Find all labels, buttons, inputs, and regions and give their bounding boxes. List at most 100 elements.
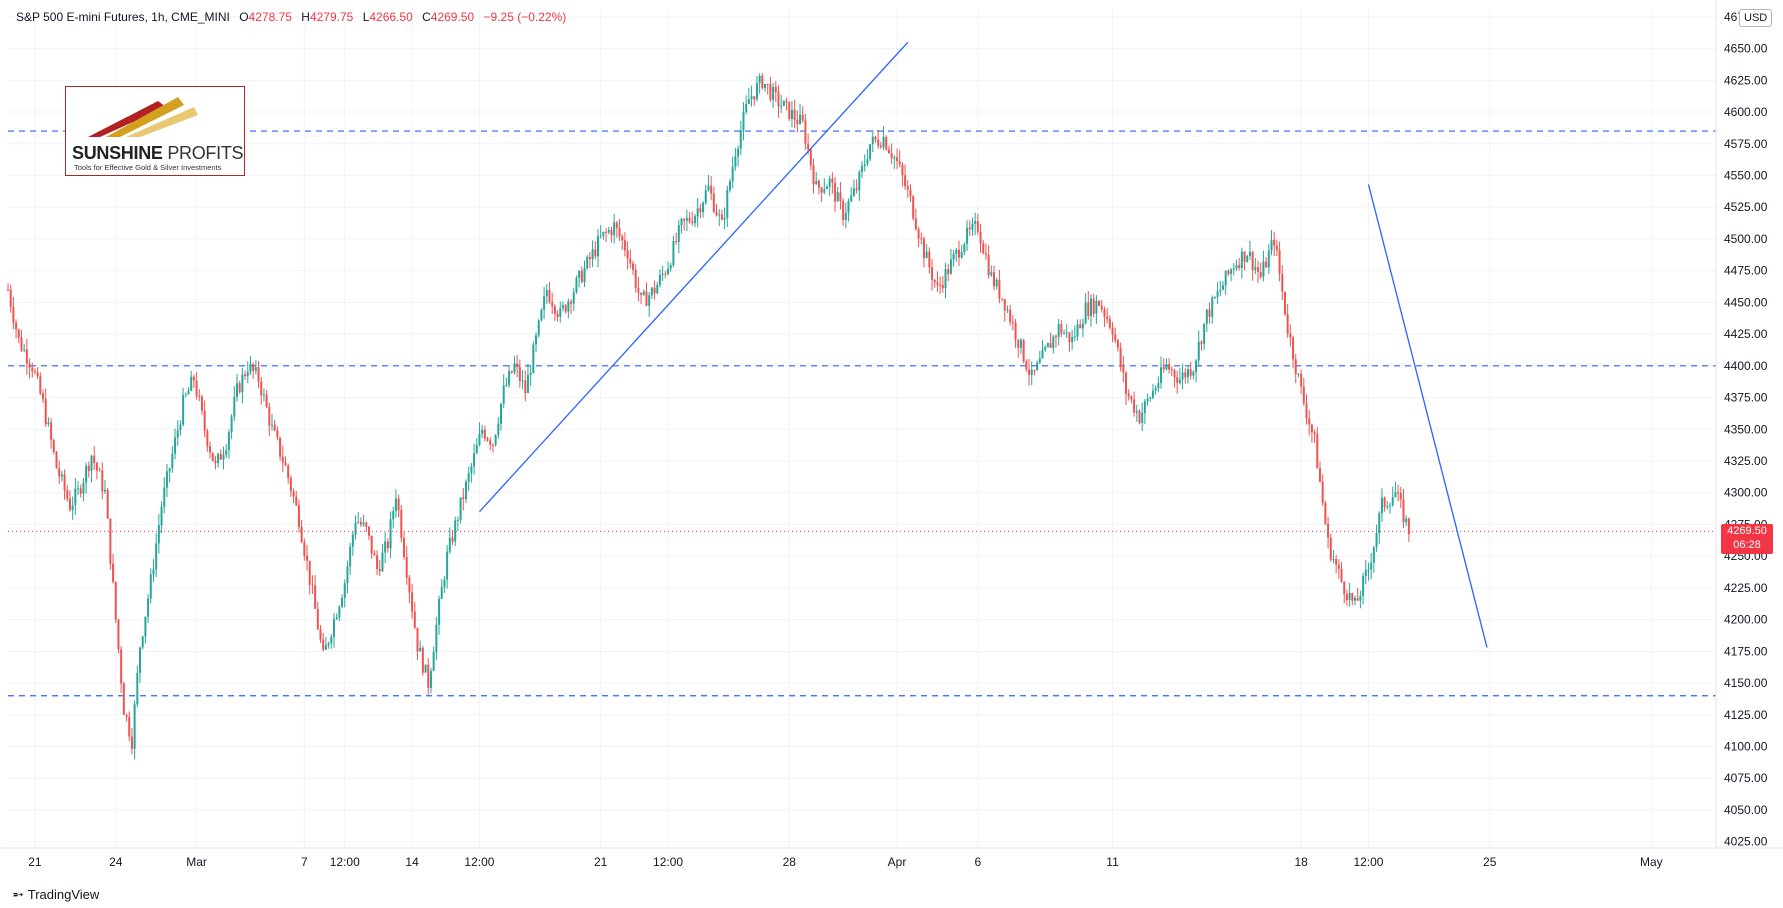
candle-body xyxy=(303,542,306,556)
candle-body xyxy=(47,422,50,425)
candle-body xyxy=(1308,418,1311,425)
candle-body xyxy=(160,506,163,526)
candle-body xyxy=(990,272,993,276)
candle-body xyxy=(9,289,12,307)
candle-body xyxy=(1057,324,1060,337)
candle-body xyxy=(906,186,909,190)
candle-body xyxy=(365,522,368,527)
candle-body xyxy=(187,390,190,395)
candle-body xyxy=(1310,424,1313,433)
candle-body xyxy=(147,598,150,617)
candle-body xyxy=(618,227,621,237)
candle-body xyxy=(796,119,799,124)
candle-body xyxy=(564,305,567,312)
candle-body xyxy=(710,185,713,194)
candle-body xyxy=(755,83,758,100)
candle-body xyxy=(268,407,271,426)
candle-body xyxy=(39,376,42,394)
candle-body xyxy=(1038,358,1041,363)
candle-body xyxy=(1383,497,1386,508)
candle-body xyxy=(7,289,9,291)
open-label: O xyxy=(239,10,249,24)
candle-body xyxy=(66,490,69,499)
candle-body xyxy=(362,522,365,525)
candle-body xyxy=(36,372,39,377)
candle-body xyxy=(322,639,325,650)
candle-body xyxy=(217,453,220,464)
candle-body xyxy=(381,552,384,572)
candle-body xyxy=(1397,492,1400,494)
candle-body xyxy=(354,522,357,535)
candle-body xyxy=(825,186,828,189)
candle-body xyxy=(702,202,705,213)
y-tick-label: 4525.00 xyxy=(1724,200,1768,214)
candle-body xyxy=(634,269,637,288)
candle-body xyxy=(152,569,155,575)
candle-body xyxy=(1160,367,1163,383)
y-tick-label: 4200.00 xyxy=(1724,613,1768,627)
candle-body xyxy=(1370,562,1373,570)
y-tick-label: 4075.00 xyxy=(1724,771,1768,785)
candle-body xyxy=(529,373,532,375)
candle-body xyxy=(1001,298,1004,300)
candle-body xyxy=(297,505,300,527)
high-label: H xyxy=(301,10,310,24)
candle-body xyxy=(712,193,715,212)
candle-body xyxy=(766,83,769,85)
candle-body xyxy=(567,301,570,312)
candle-body xyxy=(559,307,562,317)
candle-body xyxy=(1173,370,1176,378)
candle-body xyxy=(782,100,785,106)
logo-name: SUNSHINE PROFITS xyxy=(72,143,244,164)
y-tick-label: 4625.00 xyxy=(1724,73,1768,87)
candle-body xyxy=(1292,337,1295,360)
candle-body xyxy=(31,367,34,372)
x-tick-label: 14 xyxy=(405,855,419,869)
y-tick-label: 4100.00 xyxy=(1724,739,1768,753)
candle-body xyxy=(136,672,139,705)
candle-body xyxy=(1036,362,1039,370)
candle-body xyxy=(311,584,314,586)
candle-body xyxy=(230,416,233,433)
candle-body xyxy=(728,181,731,191)
candle-body xyxy=(933,279,936,283)
candle-body xyxy=(60,474,63,477)
candle-body xyxy=(944,269,947,289)
candle-body xyxy=(429,670,432,688)
candle-body xyxy=(1402,499,1405,523)
candle-body xyxy=(1391,497,1394,506)
change-value: −9.25 (−0.22%) xyxy=(483,10,567,24)
candle-body xyxy=(941,284,944,289)
candle-body xyxy=(764,83,767,88)
candle-body xyxy=(737,148,740,157)
candle-body xyxy=(1224,270,1227,286)
candle-body xyxy=(1111,327,1114,335)
currency-button[interactable]: USD xyxy=(1739,9,1773,27)
candle-body xyxy=(1337,564,1340,569)
candle-body xyxy=(82,482,85,494)
candle-body xyxy=(599,235,602,237)
candle-body xyxy=(658,274,661,285)
candle-body xyxy=(758,75,761,84)
candle-body xyxy=(1076,324,1079,337)
candle-body xyxy=(68,498,71,511)
candle-body xyxy=(648,295,651,306)
candle-body xyxy=(1006,309,1009,311)
candle-body xyxy=(1073,336,1076,338)
candle-body xyxy=(1138,411,1141,423)
candle-body xyxy=(1230,269,1233,274)
candle-body xyxy=(526,374,529,394)
tradingview-brand[interactable]: ➵ TradingView xyxy=(12,886,99,903)
candle-body xyxy=(314,585,317,609)
candle-body xyxy=(1178,379,1181,383)
candle-body xyxy=(411,592,414,612)
candle-body xyxy=(1130,396,1133,400)
candle-body xyxy=(704,190,707,203)
candle-body xyxy=(25,349,28,364)
candle-body xyxy=(1386,506,1389,508)
y-tick-label: 4550.00 xyxy=(1724,168,1768,182)
candle-body xyxy=(271,424,274,426)
y-tick-label: 4600.00 xyxy=(1724,105,1768,119)
